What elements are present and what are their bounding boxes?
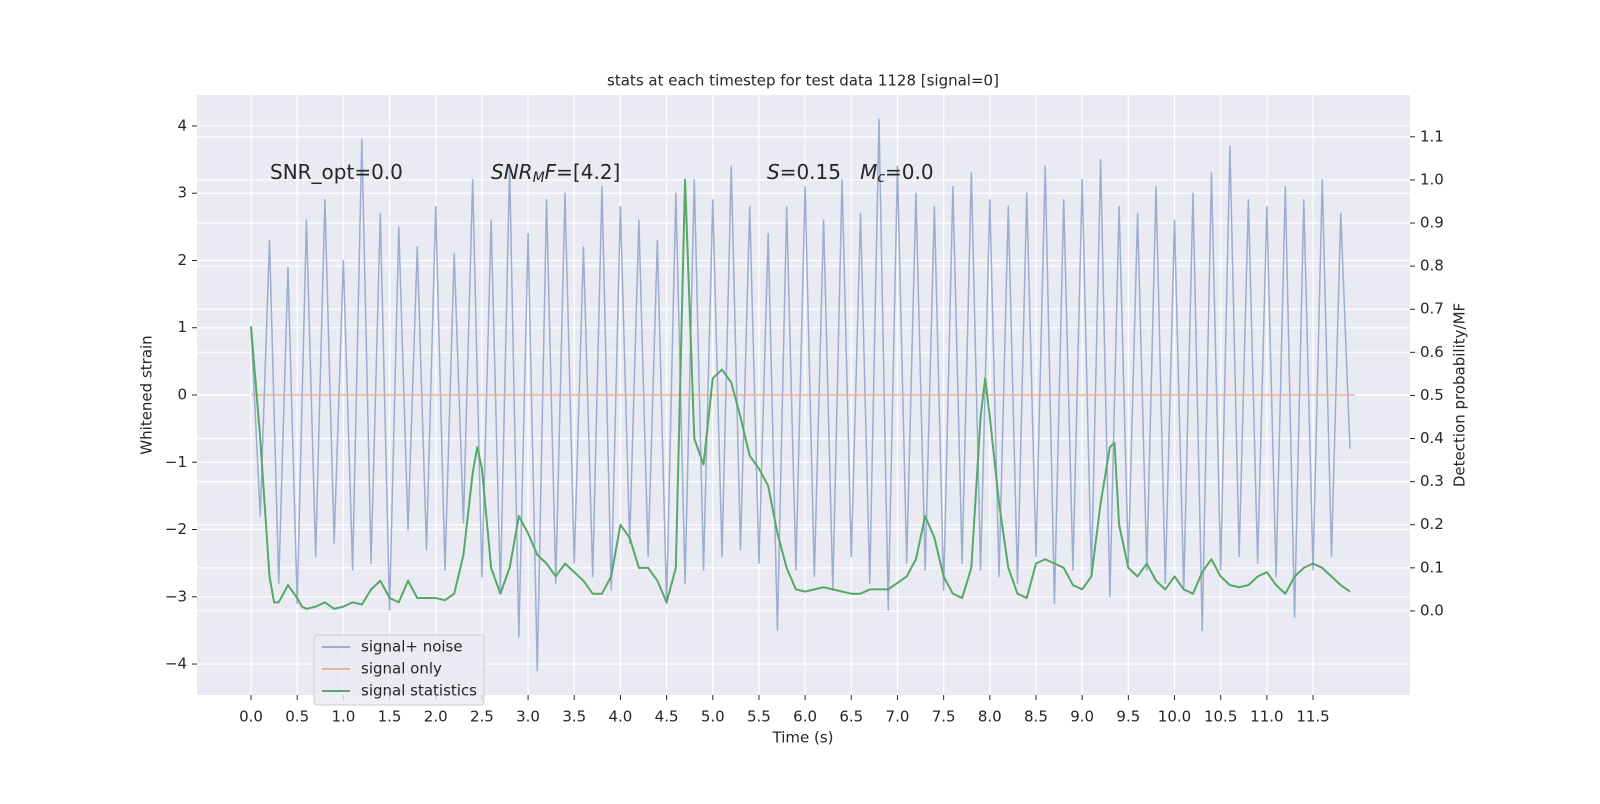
y2-tick-label: 1.0	[1420, 170, 1444, 188]
x-tick-label: 4.0	[608, 708, 632, 726]
legend-label: signal+ noise	[361, 638, 463, 656]
annotation-part: F	[545, 160, 557, 184]
x-tick-label: 0.5	[285, 708, 309, 726]
annotation: SNR_opt=0.0	[270, 160, 403, 184]
chart-title: stats at each timestep for test data 112…	[607, 72, 999, 90]
y2-tick-label: 0.5	[1420, 386, 1444, 404]
x-tick-label: 10.5	[1204, 708, 1237, 726]
x-tick-label: 8.5	[1024, 708, 1048, 726]
legend: signal+ noise signal only signal statistic…	[313, 634, 485, 706]
x-tick-label: 9.0	[1070, 708, 1094, 726]
annotation-part: S	[767, 160, 780, 184]
y2-tick-label: 0.1	[1420, 558, 1444, 576]
y2-tick-label: 0.4	[1420, 429, 1444, 447]
y-axis-label: Whitened strain	[138, 335, 156, 454]
y2-tick-label: 0.2	[1420, 515, 1444, 533]
annotation-part: =0.0	[885, 160, 934, 184]
y2-tick-label: 0.3	[1420, 472, 1444, 490]
y-tick-label: 3	[177, 184, 187, 202]
y-tick-label: 0	[177, 386, 187, 404]
x-tick-label: 2.0	[424, 708, 448, 726]
y2-tick-label: 0.9	[1420, 214, 1444, 232]
annotation-part: M	[533, 170, 545, 186]
x-tick-label: 2.5	[470, 708, 494, 726]
x-tick-label: 6.5	[839, 708, 863, 726]
annotation-part: =[4.2]	[556, 160, 620, 184]
y-tick-label: 1	[177, 318, 187, 336]
marks	[250, 118, 1355, 672]
x-tick-label: 5.5	[747, 708, 771, 726]
y2-tick-label: 0.0	[1420, 601, 1444, 619]
y-tick-label: −2	[165, 520, 187, 538]
y-tick-label: −4	[165, 655, 187, 673]
labels: 0.0 0.5 1.0 1.5 2.0 2.5 3.0 3.5 4.0 4.5 5.0 5.5 6.0 6…	[165, 116, 1444, 725]
x-tick-label: 1.0	[331, 708, 355, 726]
x-tick-label: 0.0	[239, 708, 263, 726]
annotation: S=0.15 Mc=0.0	[767, 160, 934, 187]
y2-tick-label: 1.1	[1420, 127, 1444, 145]
legend-label: signal statistics	[361, 682, 477, 700]
y2-tick-label: 0.8	[1420, 257, 1444, 275]
legend-box	[313, 634, 485, 706]
x-tick-label: 1.5	[378, 708, 402, 726]
x-tick-label: 11.0	[1250, 708, 1283, 726]
annotation-part: c	[877, 170, 885, 186]
x-tick-label: 6.0	[793, 708, 817, 726]
y2-axis-label: Detection probability/MF	[1451, 303, 1469, 487]
annotation-part: SNR_opt=0.0	[270, 160, 403, 184]
annotation-part: SNR	[491, 160, 533, 184]
series-line	[250, 178, 1351, 610]
x-axis-label: Time (s)	[772, 729, 834, 747]
y2-tick-label: 0.6	[1420, 343, 1444, 361]
x-tick-label: 5.0	[701, 708, 725, 726]
annotation: SNRMF=[4.2]	[491, 160, 620, 187]
x-tick-label: 10.0	[1158, 708, 1191, 726]
y-tick-label: 2	[177, 251, 187, 269]
annotation-part: M	[860, 160, 877, 184]
y-tick-label: −3	[165, 587, 187, 605]
x-tick-label: 11.5	[1296, 708, 1329, 726]
y2-tick-label: 0.7	[1420, 300, 1444, 318]
x-tick-label: 9.5	[1116, 708, 1140, 726]
x-tick-label: 7.5	[932, 708, 956, 726]
legend-label: signal only	[361, 660, 442, 678]
y-tick-label: 4	[177, 116, 187, 134]
series-line	[250, 118, 1351, 672]
x-tick-label: 4.5	[655, 708, 679, 726]
x-tick-label: 3.5	[562, 708, 586, 726]
y-tick-label: −1	[165, 453, 187, 471]
x-tick-label: 3.0	[516, 708, 540, 726]
annotation-part: =0.15	[780, 160, 860, 184]
x-tick-label: 7.0	[886, 708, 910, 726]
x-tick-label: 8.0	[978, 708, 1002, 726]
